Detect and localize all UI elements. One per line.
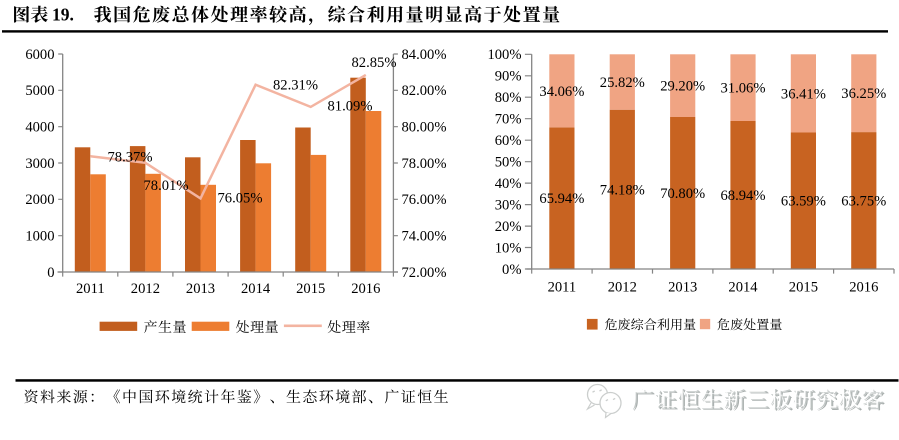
svg-text:76.00%: 76.00% [402,192,447,208]
svg-text:80.00%: 80.00% [402,120,447,136]
svg-text:2015: 2015 [789,280,818,296]
svg-text:2016: 2016 [849,280,878,296]
svg-text:76.05%: 76.05% [218,191,263,207]
svg-text:78.00%: 78.00% [402,156,447,172]
svg-text:0%: 0% [502,262,521,278]
svg-text:90%: 90% [495,69,522,85]
svg-text:78.01%: 78.01% [144,178,189,194]
svg-text:63.75%: 63.75% [841,194,886,210]
svg-text:65.94%: 65.94% [539,191,584,207]
svg-text:78.37%: 78.37% [108,149,153,165]
svg-text:36.25%: 36.25% [841,86,886,102]
svg-text:84.00%: 84.00% [402,47,447,63]
svg-text:2013: 2013 [668,280,697,296]
svg-text:2014: 2014 [728,280,758,296]
svg-text:50%: 50% [495,155,522,171]
svg-text:63.59%: 63.59% [781,194,826,210]
svg-text:82.31%: 82.31% [273,77,318,93]
svg-text:29.20%: 29.20% [660,79,705,95]
svg-text:82.00%: 82.00% [402,83,447,99]
svg-text:81.09%: 81.09% [328,99,373,115]
svg-text:10%: 10% [495,240,522,256]
svg-text:2015: 2015 [296,281,325,297]
svg-text:31.06%: 31.06% [721,81,766,97]
svg-text:40%: 40% [495,176,522,192]
svg-text:70%: 70% [495,112,522,128]
svg-text:100%: 100% [487,47,521,63]
svg-text:2016: 2016 [351,281,380,297]
svg-text:2012: 2012 [608,280,637,296]
svg-text:6000: 6000 [25,47,54,63]
svg-text:2014: 2014 [241,281,271,297]
svg-text:70.80%: 70.80% [660,186,705,202]
svg-text:4000: 4000 [25,120,54,136]
svg-text:74.18%: 74.18% [600,182,645,198]
svg-text:36.41%: 36.41% [781,86,826,102]
svg-text:2011: 2011 [548,280,577,296]
svg-text:82.85%: 82.85% [352,55,397,71]
svg-text:3000: 3000 [25,156,54,172]
svg-text:25.82%: 25.82% [600,75,645,91]
svg-text:0: 0 [47,265,54,281]
svg-text:1000: 1000 [25,229,54,245]
svg-text:20%: 20% [495,219,522,235]
svg-text:60%: 60% [495,133,522,149]
svg-text:34.06%: 34.06% [539,84,584,100]
svg-text:80%: 80% [495,90,522,106]
svg-text:30%: 30% [495,197,522,213]
svg-text:74.00%: 74.00% [402,229,447,245]
svg-text:72.00%: 72.00% [402,265,447,281]
svg-text:2012: 2012 [131,281,160,297]
svg-text:2011: 2011 [76,281,105,297]
svg-text:2000: 2000 [25,192,54,208]
svg-text:68.94%: 68.94% [721,188,766,204]
svg-text:5000: 5000 [25,83,54,99]
svg-text:19.: 19. [52,5,74,25]
svg-text:2013: 2013 [186,281,215,297]
